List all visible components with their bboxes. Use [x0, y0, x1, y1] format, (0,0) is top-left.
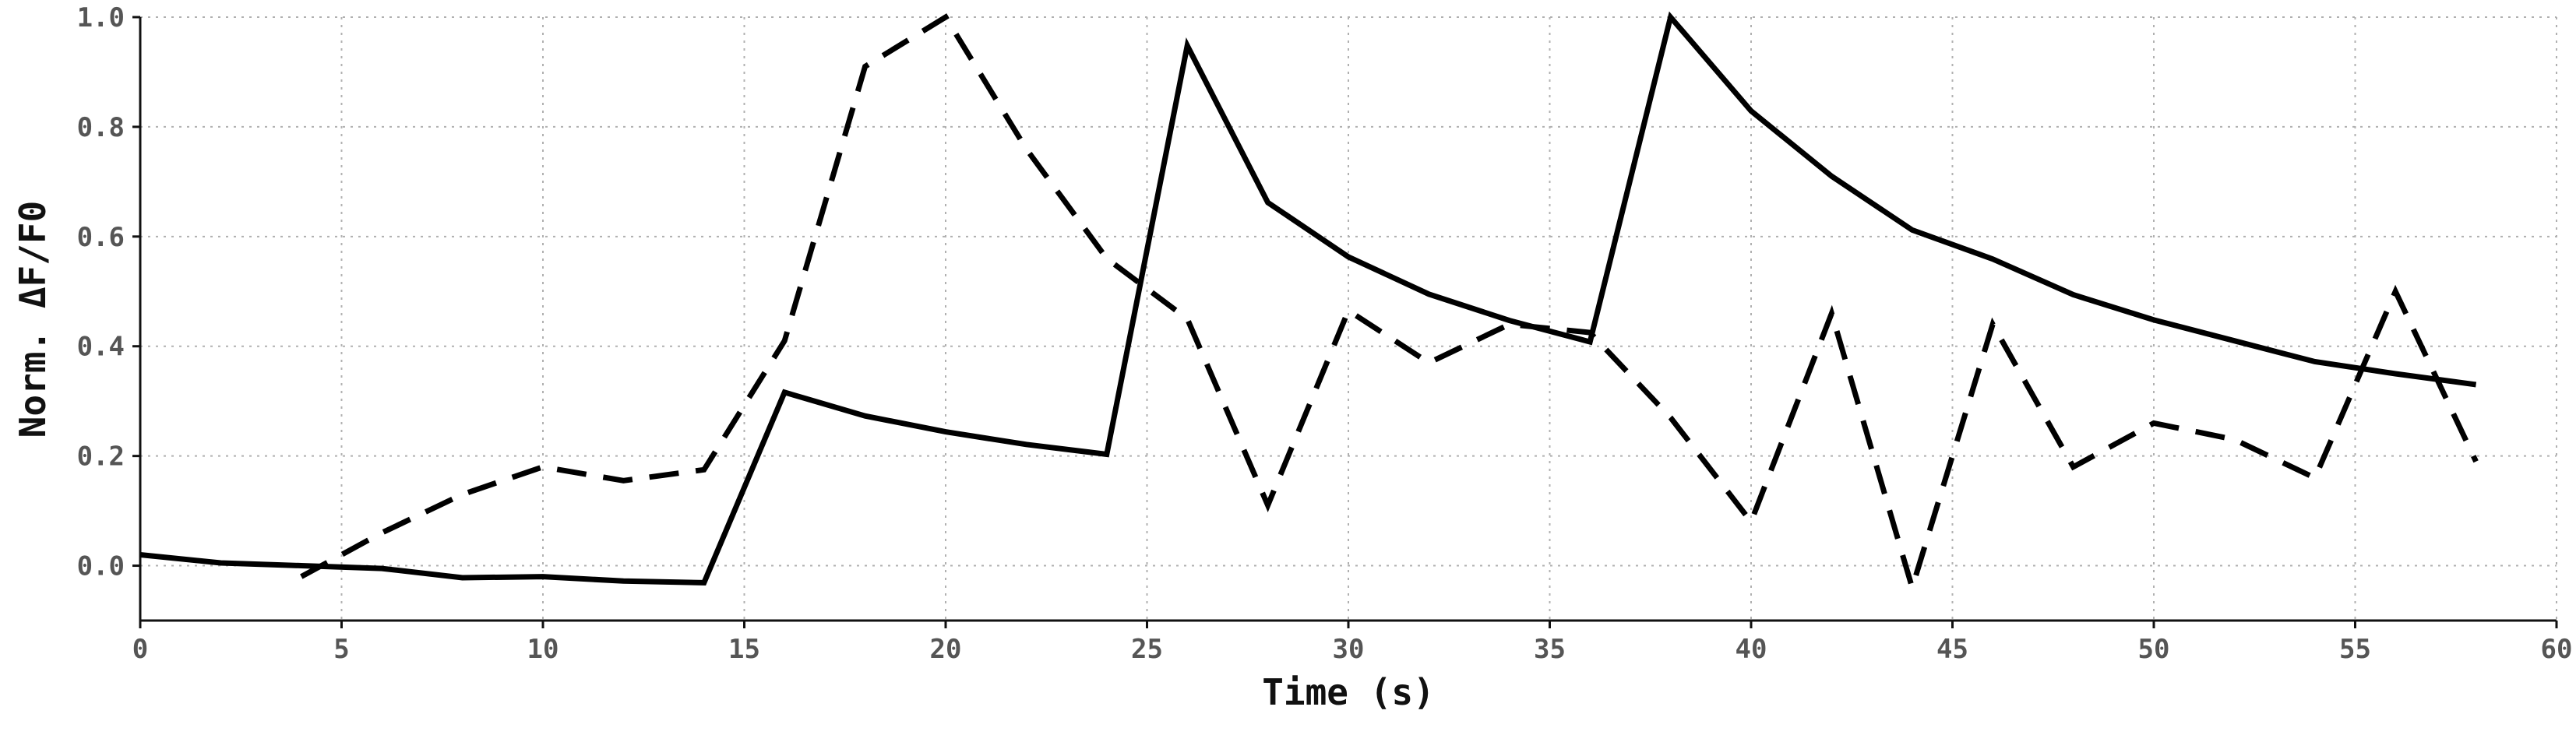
x-axis-title: Time (s) — [1262, 671, 1435, 713]
x-tick-label: 35 — [1534, 634, 1566, 665]
y-tick-label: 0.8 — [77, 112, 125, 143]
x-tick-label: 25 — [1131, 634, 1163, 665]
ticks: 0 5 10 15 20 25 30 35 40 45 50 55 60 0.0 0.2 0.4 0.6 0.8 1… — [77, 2, 2573, 665]
series — [139, 11, 2479, 597]
x-tick-label: 40 — [1736, 634, 1767, 665]
x-tick-label: 10 — [527, 634, 559, 665]
solid-series-line — [139, 11, 2477, 586]
x-tick-label: 50 — [2138, 634, 2170, 665]
x-tick-label: 45 — [1936, 634, 1968, 665]
y-tick-label: 0.0 — [77, 551, 125, 582]
x-tick-label: 15 — [728, 634, 760, 665]
x-tick-label: 20 — [930, 634, 962, 665]
y-tick-label: 0.2 — [77, 441, 125, 473]
y-tick-label: 0.4 — [77, 332, 125, 363]
x-tick-label: 60 — [2541, 634, 2573, 665]
x-tick-label: 30 — [1333, 634, 1365, 665]
x-tick-label: 5 — [333, 634, 349, 665]
y-axis-title: Norm. ΔF/F0 — [12, 201, 54, 438]
axes — [139, 17, 2557, 622]
x-tick-label: 55 — [2339, 634, 2371, 665]
grid — [140, 16, 2557, 621]
y-tick-label: 1.0 — [77, 2, 125, 33]
y-tick-label: 0.6 — [77, 222, 125, 253]
x-tick-label: 0 — [132, 634, 148, 665]
dashed-series-line — [300, 13, 2479, 597]
